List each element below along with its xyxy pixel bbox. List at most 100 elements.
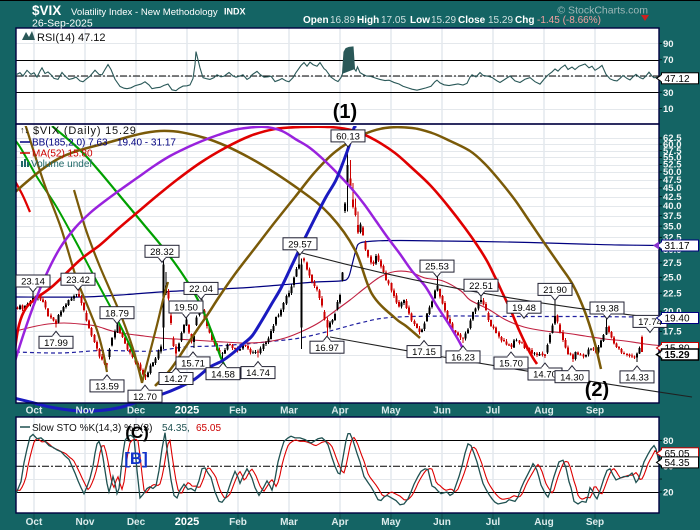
svg-text:BB(185,2.0) 7.63: BB(185,2.0) 7.63 xyxy=(32,138,108,149)
svg-text:19.50: 19.50 xyxy=(174,303,198,314)
svg-text:19.40: 19.40 xyxy=(665,314,690,325)
svg-text:22.5: 22.5 xyxy=(663,288,682,299)
svg-text:55.0: 55.0 xyxy=(663,153,682,164)
svg-text:$VIX (Daily) 15.29: $VIX (Daily) 15.29 xyxy=(33,125,137,137)
svg-text:19.40 - 31.17: 19.40 - 31.17 xyxy=(117,138,176,149)
svg-text:17.15: 17.15 xyxy=(412,347,436,358)
svg-text:90: 90 xyxy=(663,39,674,50)
svg-text:Feb: Feb xyxy=(229,517,247,528)
svg-text:60.13: 60.13 xyxy=(336,131,360,142)
svg-text:54.35: 54.35 xyxy=(665,458,690,469)
svg-text:-1.45 (-8.66%): -1.45 (-8.66%) xyxy=(537,15,601,26)
svg-text:13.59: 13.59 xyxy=(95,382,119,393)
svg-text:22.04: 22.04 xyxy=(189,284,213,295)
svg-text:Jul: Jul xyxy=(486,517,501,528)
svg-text:Jul: Jul xyxy=(486,406,501,417)
svg-text:27.5: 27.5 xyxy=(663,258,682,269)
svg-text:Nov: Nov xyxy=(76,406,95,417)
svg-text:(C): (C) xyxy=(125,423,149,442)
svg-text:INDX: INDX xyxy=(224,7,246,17)
svg-text:32.5: 32.5 xyxy=(663,233,682,244)
svg-text:65.05: 65.05 xyxy=(196,423,221,434)
svg-text:Sep: Sep xyxy=(586,517,604,528)
svg-text:(2): (2) xyxy=(585,379,609,401)
svg-text:Chg: Chg xyxy=(515,15,534,26)
svg-text:Aug: Aug xyxy=(534,517,553,528)
svg-text:23.42: 23.42 xyxy=(66,275,90,286)
svg-text:26-Sep-2025: 26-Sep-2025 xyxy=(32,17,93,29)
svg-text:29.57: 29.57 xyxy=(288,239,312,250)
svg-text:14.30: 14.30 xyxy=(560,372,584,383)
svg-text:50.0: 50.0 xyxy=(663,167,682,178)
svg-text:Mar: Mar xyxy=(280,406,298,417)
svg-text:16.89: 16.89 xyxy=(330,15,355,26)
svg-text:17.99: 17.99 xyxy=(44,338,68,349)
svg-text:[B]: [B] xyxy=(124,449,148,468)
svg-text:23.14: 23.14 xyxy=(21,277,45,288)
svg-text:54.35,: 54.35, xyxy=(162,423,190,434)
svg-text:Aug: Aug xyxy=(534,406,553,417)
svg-text:16.23: 16.23 xyxy=(451,353,475,364)
svg-text:14.27: 14.27 xyxy=(164,374,188,385)
svg-text:Sep: Sep xyxy=(586,406,604,417)
svg-text:15.29: 15.29 xyxy=(431,15,456,26)
svg-text:70: 70 xyxy=(663,55,674,66)
svg-text:RSI(14) 47.12: RSI(14) 47.12 xyxy=(37,32,105,44)
svg-text:45.0: 45.0 xyxy=(663,183,682,194)
svg-text:↑↓: ↑↓ xyxy=(20,125,29,135)
svg-text:Apr: Apr xyxy=(331,406,348,417)
svg-text:Dec: Dec xyxy=(127,517,146,528)
svg-text:Oct: Oct xyxy=(26,406,43,417)
svg-text:Feb: Feb xyxy=(229,406,247,417)
svg-text:42.5: 42.5 xyxy=(663,192,682,203)
svg-text:40.0: 40.0 xyxy=(663,201,682,212)
svg-text:17.05: 17.05 xyxy=(381,15,406,26)
svg-text:52.5: 52.5 xyxy=(663,160,682,171)
svg-text:47.12: 47.12 xyxy=(665,74,690,85)
svg-text:Jun: Jun xyxy=(433,517,451,528)
svg-text:25.53: 25.53 xyxy=(425,262,449,273)
svg-text:31.17: 31.17 xyxy=(665,241,690,252)
svg-text:Apr: Apr xyxy=(331,517,348,528)
svg-text:Volume undef: Volume undef xyxy=(31,159,92,170)
svg-text:21.90: 21.90 xyxy=(543,285,567,296)
svg-text:High: High xyxy=(357,15,379,26)
svg-text:© StockCharts.com: © StockCharts.com xyxy=(557,5,648,17)
svg-text:47.5: 47.5 xyxy=(663,175,682,186)
svg-text:Jun: Jun xyxy=(433,406,451,417)
svg-text:28.32: 28.32 xyxy=(150,247,174,258)
svg-text:May: May xyxy=(381,517,401,528)
svg-text:62.5: 62.5 xyxy=(663,133,682,144)
svg-text:25.0: 25.0 xyxy=(663,272,682,283)
svg-text:$VIX: $VIX xyxy=(32,3,61,18)
svg-text:14.58: 14.58 xyxy=(211,369,235,380)
svg-text:57.5: 57.5 xyxy=(663,146,682,157)
svg-text:14.74: 14.74 xyxy=(246,368,270,379)
svg-text:14.70: 14.70 xyxy=(533,370,557,381)
svg-text:18.79: 18.79 xyxy=(105,308,129,319)
svg-text:15.71: 15.71 xyxy=(181,358,205,369)
svg-text:19.48: 19.48 xyxy=(512,303,536,314)
svg-text:Open: Open xyxy=(303,15,329,26)
svg-text:Volatility Index - New Methodo: Volatility Index - New Methodology xyxy=(71,7,218,18)
svg-text:Dec: Dec xyxy=(127,406,146,417)
svg-text:Oct: Oct xyxy=(26,517,43,528)
svg-text:(1): (1) xyxy=(333,101,357,123)
svg-text:17.5: 17.5 xyxy=(663,327,682,338)
svg-text:Close: Close xyxy=(458,15,486,26)
svg-text:19.38: 19.38 xyxy=(595,304,619,315)
svg-text:60.0: 60.0 xyxy=(663,139,682,150)
svg-text:22.51: 22.51 xyxy=(469,281,493,292)
svg-text:20: 20 xyxy=(663,487,674,498)
svg-text:10: 10 xyxy=(663,104,674,115)
svg-text:15.29: 15.29 xyxy=(665,350,690,361)
svg-text:80: 80 xyxy=(663,436,674,447)
svg-text:Nov: Nov xyxy=(76,517,95,528)
svg-text:37.5: 37.5 xyxy=(663,211,682,222)
svg-text:30: 30 xyxy=(663,88,674,99)
svg-text:2025: 2025 xyxy=(175,516,199,528)
svg-text:15.29: 15.29 xyxy=(488,15,513,26)
svg-text:Slow STO %K(14,3) %D(3): Slow STO %K(14,3) %D(3) xyxy=(32,423,152,434)
svg-text:Mar: Mar xyxy=(280,517,298,528)
svg-text:65.05: 65.05 xyxy=(665,449,690,460)
